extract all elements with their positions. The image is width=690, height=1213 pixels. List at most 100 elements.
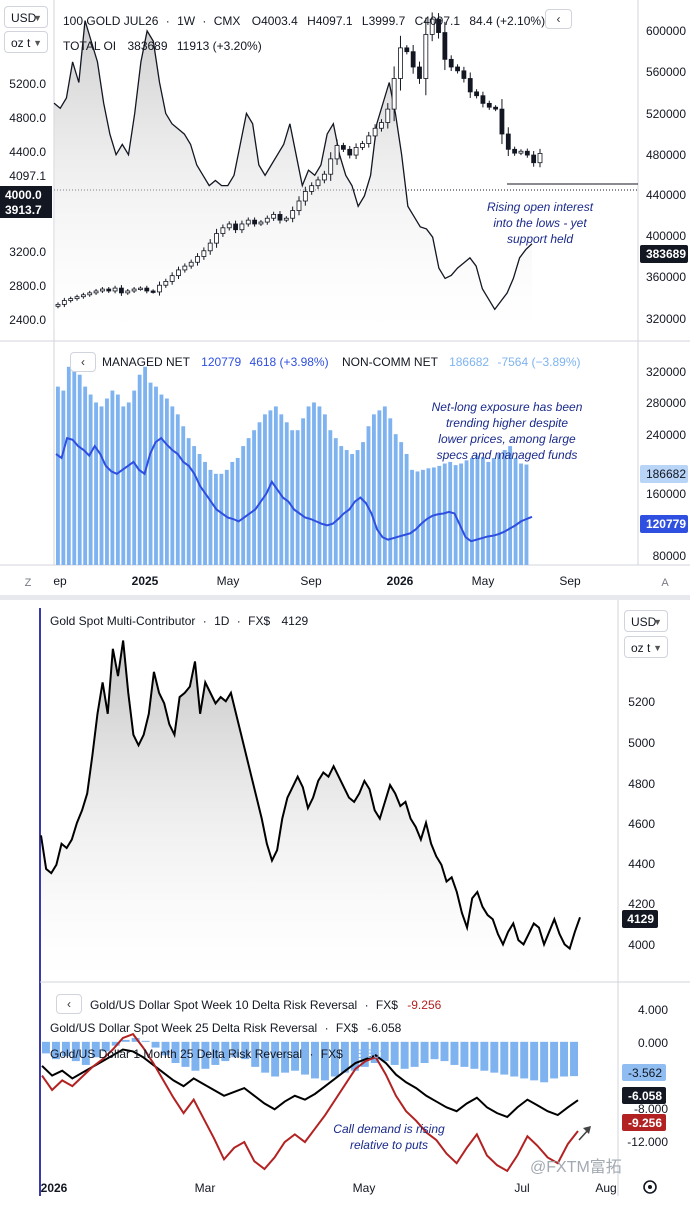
spot-interval: 1D [214,614,230,628]
spot-symbol-name[interactable]: Gold Spot Multi-Contributor [50,614,195,628]
noncomm-bar [252,430,256,565]
rr25w-name[interactable]: Gold/US Dollar Spot Week 25 Delta Risk R… [50,1021,317,1035]
rr1m-bar [350,1041,359,1071]
noncomm-bar [344,450,349,565]
candle-body [144,287,150,292]
noncomm-label[interactable]: NON-COMM NET [342,355,439,369]
noncomm-value: 186682 [449,355,489,369]
candle-body [404,47,410,53]
rr1m-bar [91,1041,100,1058]
candle-body [163,280,169,286]
annotation-line: Call demand is rising [333,1122,445,1136]
rr1m-bar [241,1041,250,1060]
candle-body [360,143,365,148]
unit-selector[interactable]: oz t ▼ [4,31,48,53]
noncomm-bar [164,398,169,565]
candle-body [55,303,61,307]
managed-net-line [55,436,533,543]
chevron-left-icon: ‹ [81,355,85,369]
rr1m-bar [410,1041,419,1067]
rr-axis-tick: 4.000 [638,1003,668,1017]
rr10-tag-value: -9.256 [628,1116,662,1130]
annotation-line: support held [507,232,573,246]
rr10-name[interactable]: Gold/US Dollar Spot Week 10 Delta Risk R… [90,998,357,1012]
net-annotation: Net-long exposure has been trending high… [432,400,583,462]
candle-body [366,135,372,144]
annotation-line: trending higher despite [446,416,568,430]
candle-body [379,122,384,129]
managed-tag-value: 120779 [646,517,686,531]
noncomm-bar [295,430,300,565]
candle-body [245,219,251,225]
rr10-legend: Gold/US Dollar Spot Week 10 Delta Risk R… [90,998,442,1012]
cot-chart-canvas[interactable]: 5200.0 4800.0 4400.0 4097.1 3200.0 2800.… [0,0,690,595]
time-axis-tick: May [353,1181,376,1195]
time-axis-tick: May [217,574,240,588]
noncomm-bar [459,463,464,565]
gear-icon[interactable] [643,1180,657,1194]
rr25w-value-tag [622,1087,666,1104]
candle-body [486,102,492,108]
managed-label[interactable]: MANAGED NET [102,355,191,369]
collapse-legend-button[interactable]: ‹ [545,9,572,29]
right-axis-tick: 400000 [646,229,686,243]
noncomm-bar [235,457,240,565]
candle-body [176,269,181,277]
noncomm-bar [246,438,251,565]
noncomm-bar [322,414,327,565]
rr1m-bar [520,1041,529,1079]
rr1m-bar [550,1041,559,1079]
noncomm-bar [464,460,469,565]
noncomm-bar [268,410,273,565]
rr1m-bar [311,1041,319,1079]
spot-area [41,640,580,980]
collapse-rr-legend-button[interactable]: ‹ [56,994,82,1014]
candle-body [328,158,334,175]
noncomm-bar [132,390,137,565]
noncomm-bar [355,450,360,565]
symbol-name[interactable]: 100 GOLD JUL26 [63,14,159,28]
spot-chart-canvas[interactable]: 5200 5000 4800 4600 4400 4200 4000 4129 … [0,600,690,1208]
noncomm-bar [486,461,491,565]
symbol-exchange: CMX [214,14,241,28]
candle-body [442,32,448,60]
rr1m-bar [211,1041,220,1065]
currency-selector[interactable]: USD ▼ [624,610,668,632]
unit-selector[interactable]: oz t ▼ [624,636,668,658]
candle-body [188,261,194,267]
rr-annotation: Call demand is rising relative to puts [333,1122,445,1152]
noncomm-bar [361,442,365,565]
candle-body [68,298,74,301]
currency-label: USD [11,11,37,25]
rr1m-bar [231,1041,240,1058]
rr10-line [41,1032,579,1173]
rr1m-bar [500,1041,509,1075]
noncomm-bar [66,366,71,565]
rr1m-bar [470,1041,479,1069]
candle-body [99,288,105,292]
auto-scale-icon[interactable]: A [661,577,669,589]
rr1m-bar [530,1041,539,1081]
candle-body [302,191,308,202]
rr1m-name[interactable]: Gold/US Dollar 1 Month 25 Delta Risk Rev… [50,1047,302,1061]
noncomm-bar [279,414,284,565]
noncomm-bar [257,422,262,565]
candle-body [283,217,289,221]
oi-label[interactable]: TOTAL OI [63,39,116,53]
noncomm-bar [263,414,267,565]
rr1m-bar [400,1041,409,1069]
right-axis-tick: 480000 [646,148,686,162]
zoom-icon[interactable]: Z [25,577,32,589]
candle-body [353,146,359,156]
noncomm-bar [148,382,153,565]
candle-body [182,265,188,271]
current-price-value: 4000.0 [5,188,42,202]
spot-legend: Gold Spot Multi-Contributor · 1D · FX$ 4… [50,614,309,628]
candle-body [119,287,124,294]
collapse-cot-legend-button[interactable]: ‹ [70,352,96,372]
candle-body [93,290,99,294]
currency-selector[interactable]: USD ▼ [4,6,48,28]
noncomm-bar [115,394,120,565]
noncomm-bar [99,406,104,565]
rr25w-legend: Gold/US Dollar Spot Week 25 Delta Risk R… [50,1021,402,1035]
